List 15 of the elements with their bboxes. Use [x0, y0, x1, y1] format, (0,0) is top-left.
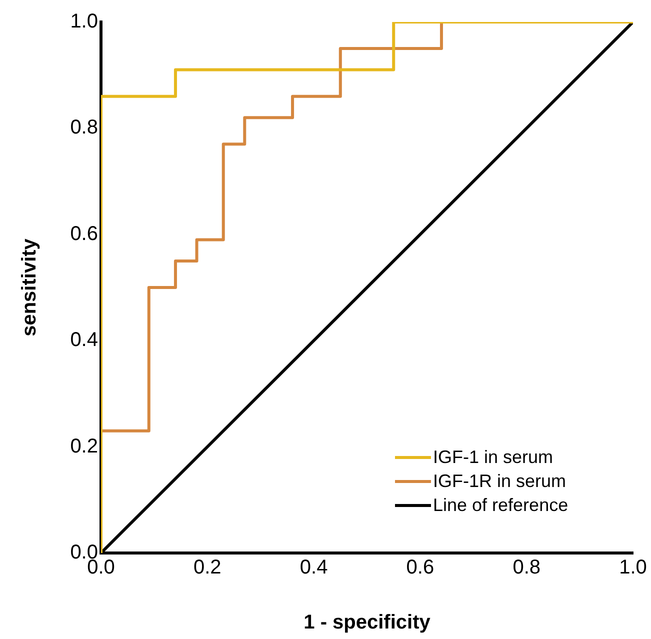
y-tick-label: 0.4 [70, 329, 98, 352]
x-tick-label: 0.4 [300, 556, 328, 579]
x-axis-title: 1 - specificity [304, 612, 432, 634]
legend-label: IGF-1 in serum [433, 446, 554, 469]
x-tick-label: 0.6 [406, 556, 434, 579]
y-tick-label: 1.0 [70, 10, 98, 33]
x-tick-label: 0.8 [512, 556, 541, 579]
y-tick-label: 0.8 [70, 116, 98, 139]
y-axis-title: sensitivity [18, 238, 41, 336]
x-tick-label: 1.0 [619, 556, 647, 579]
y-tick-label: 0.6 [70, 222, 98, 245]
legend-label: Line of reference [433, 494, 568, 517]
y-tick-label: 0.2 [70, 435, 98, 458]
legend-label: IGF-1R in serum [433, 470, 566, 493]
x-tick-label: 0.2 [193, 556, 222, 579]
